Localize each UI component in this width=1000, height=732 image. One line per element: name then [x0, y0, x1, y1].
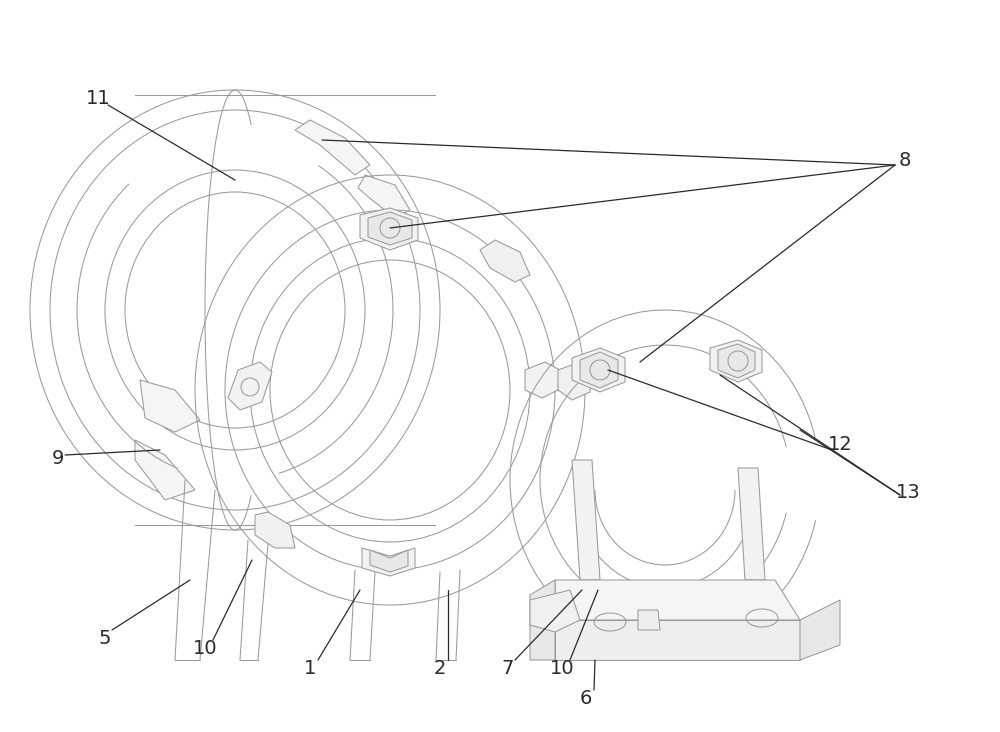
Polygon shape: [228, 362, 272, 410]
Polygon shape: [800, 600, 840, 660]
Polygon shape: [710, 340, 762, 382]
Polygon shape: [525, 362, 560, 398]
Text: 8: 8: [899, 151, 911, 170]
Text: 10: 10: [550, 659, 574, 678]
Polygon shape: [362, 548, 415, 576]
Polygon shape: [135, 440, 195, 500]
Polygon shape: [738, 468, 765, 580]
Polygon shape: [368, 212, 412, 245]
Polygon shape: [572, 348, 625, 392]
Polygon shape: [718, 344, 755, 378]
Text: 6: 6: [580, 689, 592, 708]
Polygon shape: [580, 352, 618, 388]
Polygon shape: [255, 512, 295, 548]
Text: 5: 5: [99, 629, 111, 648]
Polygon shape: [360, 208, 418, 250]
Polygon shape: [358, 175, 410, 218]
Text: 1: 1: [304, 659, 316, 678]
Polygon shape: [295, 120, 370, 175]
Polygon shape: [572, 460, 600, 580]
Text: 7: 7: [502, 659, 514, 678]
Polygon shape: [480, 240, 530, 282]
Polygon shape: [638, 610, 660, 630]
Polygon shape: [555, 620, 800, 660]
Text: 13: 13: [896, 482, 920, 501]
Text: 10: 10: [193, 638, 217, 657]
Polygon shape: [140, 380, 200, 432]
Text: 12: 12: [828, 436, 852, 455]
Text: 11: 11: [86, 89, 110, 108]
Text: 9: 9: [52, 449, 64, 468]
Polygon shape: [555, 580, 800, 620]
Polygon shape: [530, 580, 555, 660]
Polygon shape: [370, 550, 408, 572]
Polygon shape: [558, 362, 592, 400]
Polygon shape: [530, 590, 580, 632]
Text: 2: 2: [434, 659, 446, 678]
